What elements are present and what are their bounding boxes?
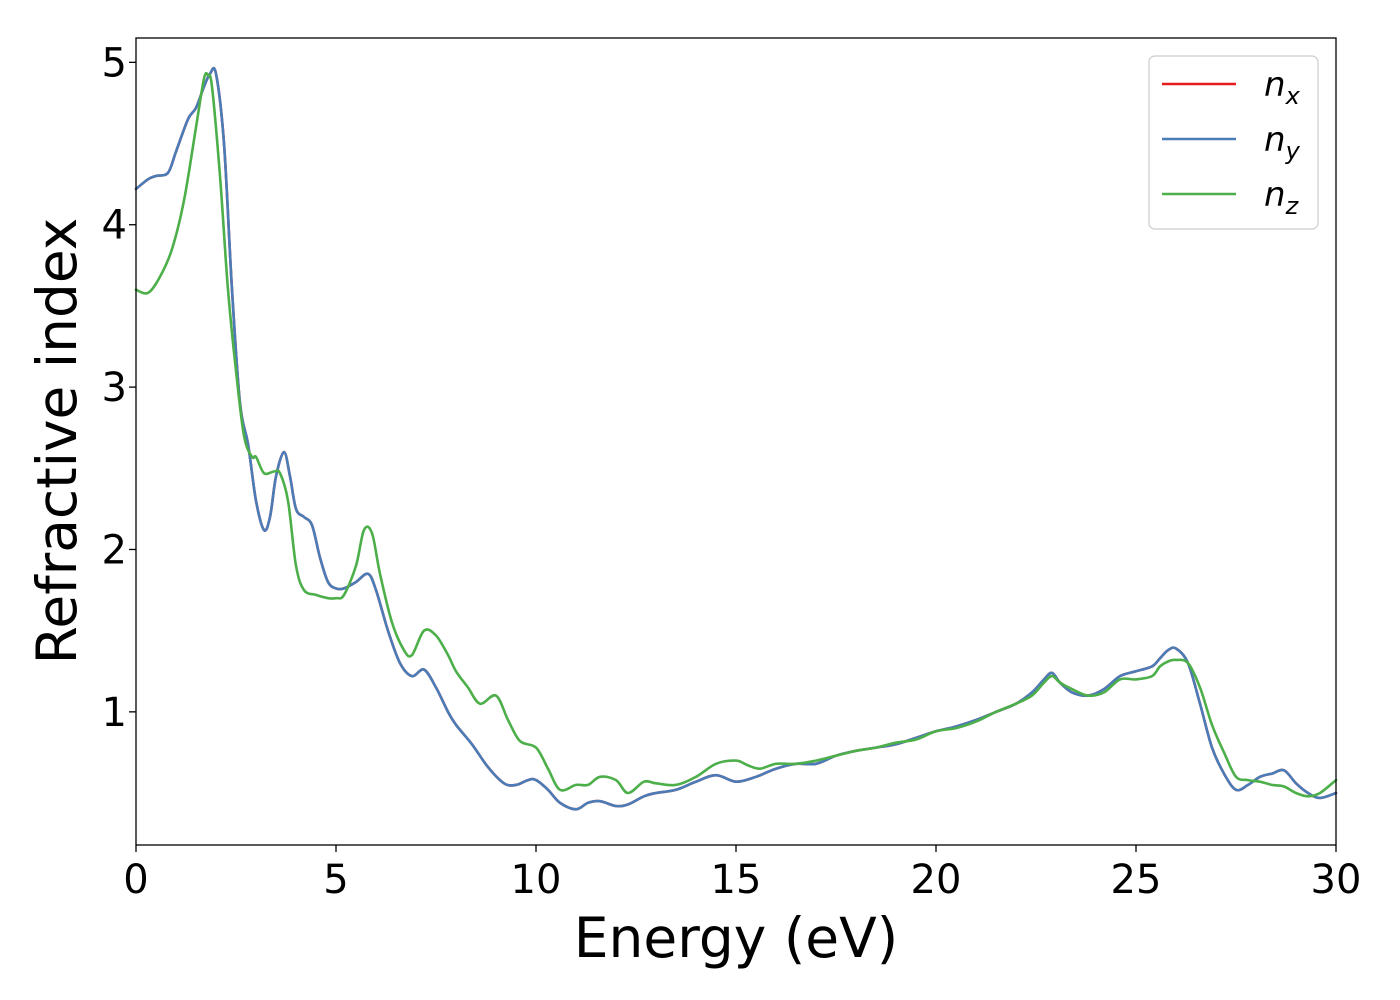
x-tick-label: 25 — [1111, 857, 1162, 903]
series-line-nz — [134, 71, 1338, 798]
legend-label-nz: nz — [1264, 175, 1300, 220]
series-line-ny — [134, 66, 1338, 811]
legend-label-ny: ny — [1264, 120, 1301, 165]
legend-label-subscript: z — [1285, 192, 1300, 220]
y-tick-label: 4 — [102, 203, 127, 249]
series-layer — [134, 66, 1338, 811]
y-tick-label: 2 — [102, 527, 127, 573]
y-axis-ticks: 1 2 3 4 5 — [102, 40, 136, 736]
x-tick-label: 15 — [711, 857, 762, 903]
y-tick-label: 3 — [102, 365, 127, 411]
legend-label-base: n — [1264, 120, 1286, 160]
x-axis-ticks: 0 5 10 15 20 25 30 — [123, 845, 1361, 903]
x-tick-label: 0 — [123, 857, 148, 903]
legend-label-subscript: y — [1285, 137, 1301, 165]
x-tick-label: 10 — [511, 857, 562, 903]
x-tick-label: 30 — [1311, 857, 1362, 903]
x-tick-label: 20 — [911, 857, 962, 903]
legend-label-base: n — [1264, 175, 1286, 215]
legend-label-nx: nx — [1264, 65, 1301, 110]
legend-box — [1148, 55, 1319, 230]
x-tick-label: 5 — [323, 857, 348, 903]
y-axis-label: Refractive index — [25, 218, 89, 665]
legend-label-base: n — [1264, 65, 1286, 105]
x-axis-label: Energy (eV) — [574, 906, 898, 970]
legend-label-subscript: x — [1285, 82, 1301, 110]
y-tick-label: 1 — [102, 690, 127, 736]
y-tick-label: 5 — [102, 40, 127, 86]
